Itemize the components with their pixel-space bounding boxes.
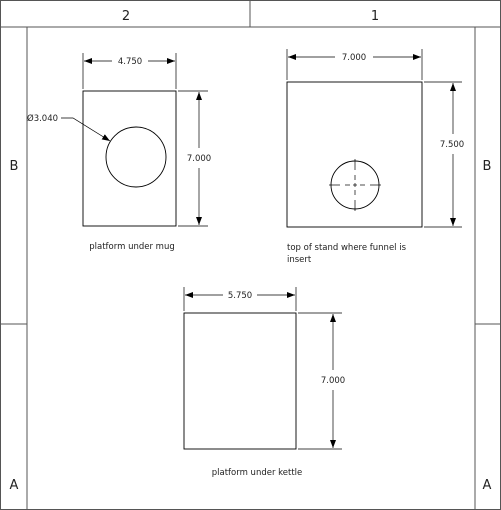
mug-hole-circle [105, 126, 167, 188]
zone-label-top-2: 2 [122, 9, 130, 24]
zone-label-top-1: 1 [371, 9, 379, 24]
zone-label-right-b: B [483, 159, 492, 174]
kettle-platform-caption: platform under kettle [212, 468, 303, 478]
stand-height-dim-text: 7.500 [440, 140, 464, 150]
kettle-width-dim-text: 5.750 [228, 291, 252, 301]
mug-platform-outline [82, 90, 177, 227]
kettle-height-dim-text: 7.000 [321, 376, 345, 386]
mug-hole-leader [61, 117, 111, 142]
part-top-of-stand: 7.000 7.500 top of stand where funnel is… [286, 49, 464, 265]
part-platform-under-mug: 4.750 7.000 Ø3.040 platform under mug [27, 53, 211, 252]
mug-platform-caption: platform under mug [89, 242, 174, 252]
stand-top-caption-line-1: top of stand where funnel is [287, 243, 407, 253]
kettle-platform-outline [183, 312, 297, 450]
stand-top-outline [286, 81, 423, 228]
funnel-hole-centerlines [329, 159, 381, 211]
mug-height-dim-text: 7.000 [187, 154, 211, 164]
stand-width-dim-text: 7.000 [342, 53, 366, 63]
mug-hole-dim-text: Ø3.040 [27, 113, 58, 124]
mug-width-dim-text: 4.750 [118, 57, 142, 67]
zone-label-left-b: B [10, 159, 19, 174]
stand-top-caption-line-2: insert [287, 255, 312, 265]
zone-label-right-a: A [483, 478, 492, 493]
part-platform-under-kettle: 5.750 7.000 platform under kettle [183, 287, 345, 478]
zone-label-left-a: A [10, 478, 19, 493]
